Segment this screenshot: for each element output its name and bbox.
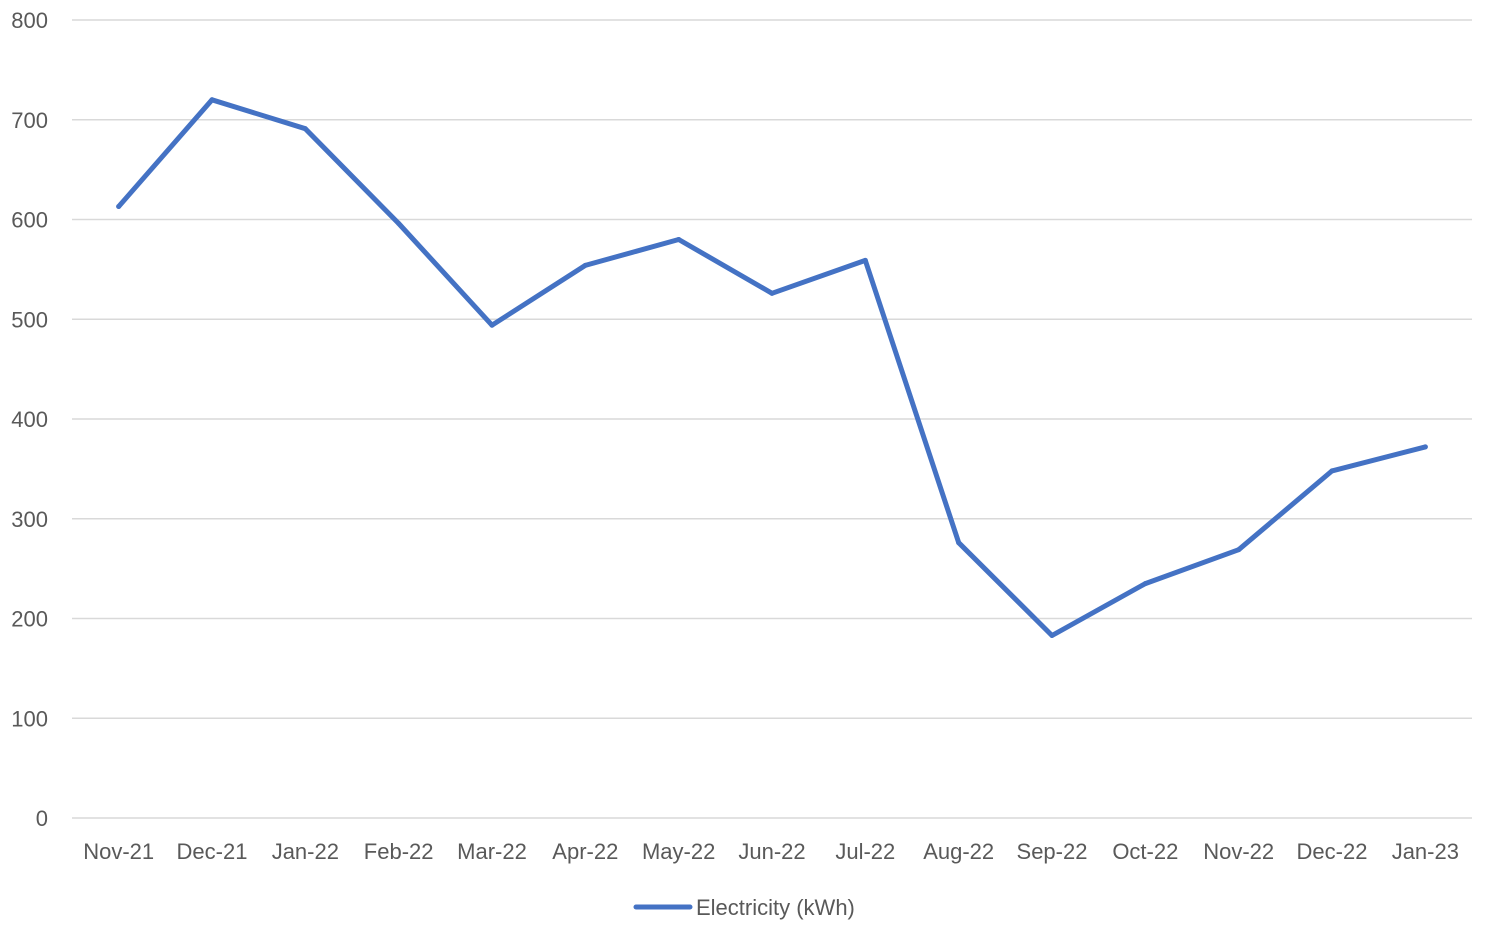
y-tick-label-400: 400 [11,407,48,432]
gridlines [72,19,1472,819]
data-point-nov-21 [116,204,122,210]
data-point-dec-21 [209,97,215,103]
y-tick-label-100: 100 [11,706,48,731]
x-tick-label-aug-22: Aug-22 [923,839,994,864]
data-point-mar-22 [489,322,495,328]
x-tick-label-jun-22: Jun-22 [738,839,805,864]
data-point-nov-22 [1236,547,1242,553]
x-tick-label-oct-22: Oct-22 [1112,839,1178,864]
y-tick-label-600: 600 [11,208,48,233]
x-tick-label-jul-22: Jul-22 [835,839,895,864]
data-point-jan-22 [302,126,308,132]
series-line-electricity [116,97,1428,638]
x-tick-label-nov-21: Nov-21 [83,839,154,864]
data-point-aug-22 [956,540,962,546]
data-point-jul-22 [862,257,868,263]
legend: Electricity (kWh) [633,895,855,920]
x-tick-label-may-22: May-22 [642,839,715,864]
y-tick-label-200: 200 [11,607,48,632]
y-tick-label-300: 300 [11,507,48,532]
data-point-jan-23 [1422,444,1428,450]
y-tick-label-500: 500 [11,307,48,332]
data-point-may-22 [676,236,682,242]
y-tick-label-0: 0 [36,806,48,831]
x-tick-label-jan-23: Jan-23 [1392,839,1459,864]
series-electricity [116,97,1428,638]
data-point-sep-22 [1049,632,1055,638]
x-tick-label-sep-22: Sep-22 [1017,839,1088,864]
x-tick-label-dec-22: Dec-22 [1297,839,1368,864]
data-point-dec-22 [1329,468,1335,474]
x-tick-label-feb-22: Feb-22 [364,839,434,864]
y-tick-label-700: 700 [11,108,48,133]
data-point-jun-22 [769,290,775,296]
data-point-apr-22 [582,262,588,268]
x-tick-label-mar-22: Mar-22 [457,839,527,864]
data-point-oct-22 [1142,581,1148,587]
data-point-feb-22 [396,220,402,226]
legend-label-electricity: Electricity (kWh) [696,895,855,920]
y-tick-label-800: 800 [11,8,48,33]
x-tick-label-dec-21: Dec-21 [177,839,248,864]
x-tick-label-apr-22: Apr-22 [552,839,618,864]
x-tick-label-nov-22: Nov-22 [1203,839,1274,864]
x-tick-label-jan-22: Jan-22 [272,839,339,864]
x-axis-tick-labels: Nov-21 Dec-21 Jan-22 Feb-22 Mar-22 Apr-22 May-… [83,839,1459,864]
y-axis-tick-labels: 0 100 200 300 400 500 600 700 800 [11,8,48,831]
